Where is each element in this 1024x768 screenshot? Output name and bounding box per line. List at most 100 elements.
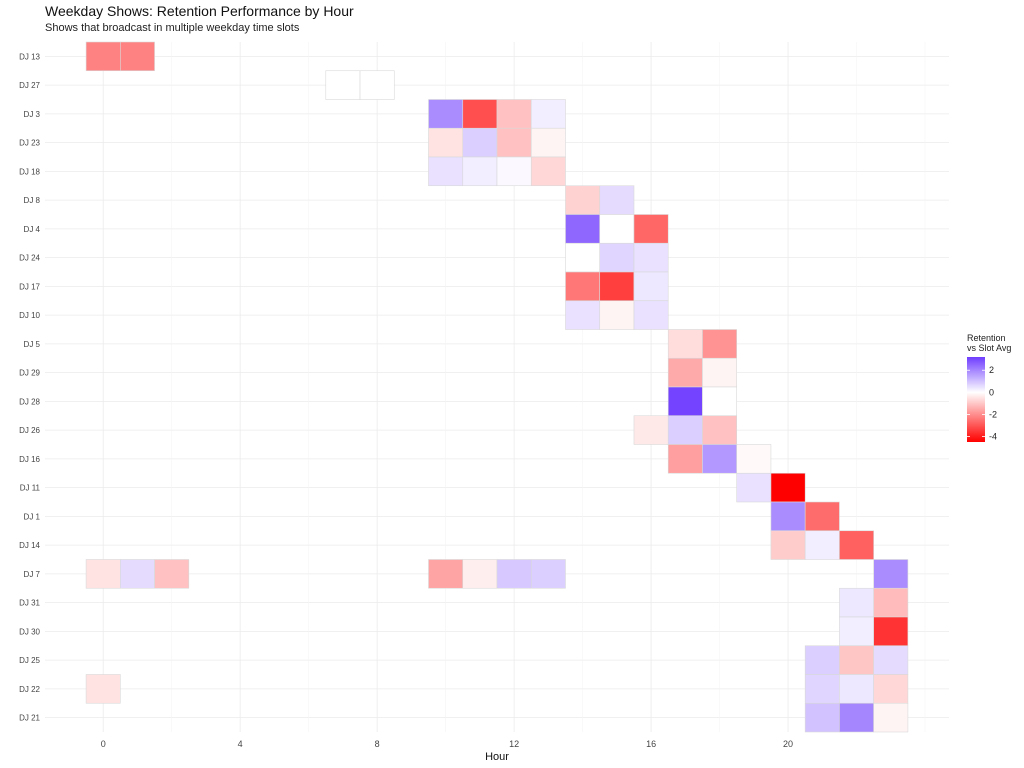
heatmap-cell <box>873 674 909 704</box>
y-tick-label: DJ 3 <box>24 110 41 119</box>
y-tick-label: DJ 11 <box>20 484 41 493</box>
heatmap-cell <box>633 242 669 273</box>
y-tick-label: DJ 16 <box>19 455 40 464</box>
heatmap-cell <box>736 444 772 474</box>
heatmap-cell <box>804 674 840 704</box>
heatmap-cell <box>873 559 909 589</box>
x-axis-title: Hour <box>485 751 509 763</box>
legend-tick-label: -2 <box>989 409 997 419</box>
heatmap-cell <box>565 214 601 244</box>
heatmap-cell <box>359 70 395 100</box>
heatmap-cell <box>702 444 737 474</box>
heatmap-cell <box>873 702 909 733</box>
heatmap-cell <box>496 127 532 158</box>
heatmap-cell <box>599 242 635 273</box>
x-tick-label: 0 <box>101 739 106 749</box>
heatmap-cell <box>496 559 532 589</box>
y-tick-label: DJ 31 <box>19 599 40 608</box>
heatmap-cell <box>599 271 635 302</box>
y-tick-label: DJ 28 <box>19 397 40 406</box>
heatmap-cell <box>599 214 635 244</box>
chart-title: Weekday Shows: Retention Performance by … <box>45 3 354 19</box>
heatmap-cell <box>702 329 737 359</box>
y-axis-ticks: DJ 13 DJ 27 DJ 3 DJ 23 DJ 18 DJ 8 DJ 4 DJ 24 DJ … <box>19 52 40 722</box>
y-tick-label: DJ 29 <box>19 369 40 378</box>
y-tick-label: DJ 21 <box>19 714 40 723</box>
heatmap-cell <box>839 616 874 647</box>
heatmap-cell <box>565 185 601 215</box>
y-tick-label: DJ 26 <box>19 426 40 435</box>
heatmap-cell <box>120 41 155 72</box>
y-tick-label: DJ 30 <box>19 627 40 636</box>
y-tick-label: DJ 23 <box>19 139 40 148</box>
heatmap-cell <box>428 127 464 158</box>
heatmap-cell <box>804 530 840 560</box>
y-tick-label: DJ 4 <box>24 225 41 234</box>
heatmap-cell <box>462 559 498 589</box>
heatmap-cell <box>530 156 566 187</box>
heatmap-cell <box>428 559 464 589</box>
heatmap-cell <box>873 587 909 618</box>
heatmap-cell <box>736 472 772 503</box>
heatmap-cell <box>599 300 635 330</box>
heatmap-cell <box>565 242 601 273</box>
heatmap-cell <box>873 645 909 675</box>
legend-tick-label: -4 <box>989 431 997 441</box>
legend: Retention vs Slot Avg 2 0 -2 -4 <box>967 333 1011 442</box>
y-tick-label: DJ 17 <box>19 282 40 291</box>
heatmap-cell <box>462 156 498 187</box>
heatmap-cell <box>462 99 498 129</box>
heatmap-cell <box>633 271 669 302</box>
heatmap-cell <box>804 501 840 532</box>
heatmap-cell <box>325 70 361 100</box>
heatmap-cell <box>770 530 806 560</box>
heatmap-cell <box>667 357 703 388</box>
heatmap-cell <box>85 41 121 72</box>
heatmap-cell <box>702 386 737 417</box>
y-tick-label: DJ 14 <box>19 541 40 550</box>
heatmap-cell <box>770 501 806 532</box>
heatmap-cell <box>565 300 601 330</box>
heatmap-cell <box>667 444 703 474</box>
heatmap-cell <box>839 530 874 560</box>
heatmap-cell <box>804 645 840 675</box>
x-tick-label: 16 <box>646 739 656 749</box>
x-axis-ticks: 0 4 8 12 16 20 <box>101 739 793 749</box>
heatmap-cell <box>496 156 532 187</box>
y-tick-label: DJ 25 <box>19 656 40 665</box>
heatmap-cell <box>839 702 874 733</box>
heatmap-cell <box>633 415 669 445</box>
heatmap-cell <box>633 214 669 244</box>
y-tick-label: DJ 1 <box>24 512 41 521</box>
heatmap-cell <box>702 415 737 445</box>
heatmap-cell <box>85 674 121 704</box>
y-tick-label: DJ 24 <box>19 254 40 263</box>
heatmap-cell <box>120 559 155 589</box>
heatmap-cell <box>873 616 909 647</box>
legend-title-line2: vs Slot Avg <box>967 343 1011 353</box>
heatmap-cell <box>667 386 703 417</box>
heatmap-cell <box>804 702 840 733</box>
x-tick-label: 12 <box>509 739 519 749</box>
x-tick-label: 4 <box>238 739 243 749</box>
heatmap-cell <box>530 99 566 129</box>
y-tick-label: DJ 10 <box>19 311 40 320</box>
heatmap-cell <box>633 300 669 330</box>
x-tick-label: 8 <box>375 739 380 749</box>
legend-colorbar <box>967 357 985 442</box>
grid-lines <box>45 42 949 732</box>
legend-tick-label: 2 <box>989 365 994 375</box>
heatmap-cell <box>839 674 874 704</box>
heatmap-cell <box>462 127 498 158</box>
heatmap-cell <box>667 415 703 445</box>
y-tick-label: DJ 7 <box>24 570 41 579</box>
x-tick-label: 20 <box>783 739 793 749</box>
y-tick-label: DJ 5 <box>24 340 41 349</box>
y-tick-label: DJ 8 <box>24 196 41 205</box>
y-tick-label: DJ 18 <box>19 167 40 176</box>
heatmap-cell <box>839 645 874 675</box>
heatmap-cell <box>154 559 190 589</box>
heatmap-cell <box>667 329 703 359</box>
heatmap-cell <box>599 185 635 215</box>
